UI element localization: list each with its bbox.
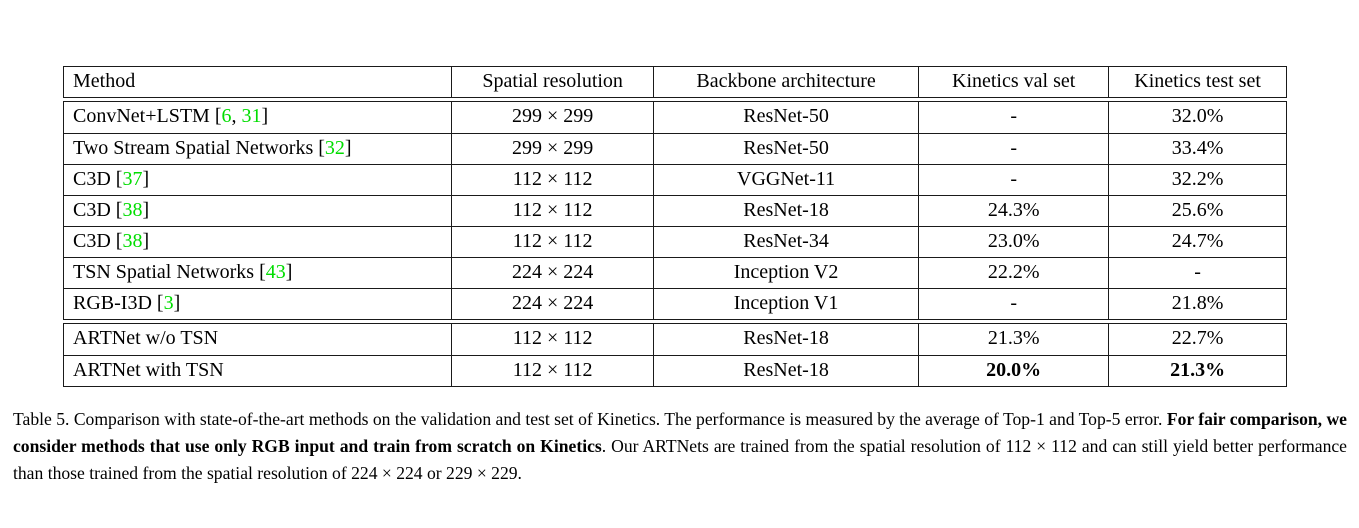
citation-link[interactable]: 31 [241,105,262,127]
kinetics-test-cell: 25.6% [1108,195,1286,226]
backbone-cell: Inception V1 [652,288,919,319]
kinetics-val-cell: 20.0% [918,355,1109,386]
caption-text-suffix: . Our ARTNets are trained from the spati… [13,436,1347,484]
kinetics-test-cell: 32.0% [1108,102,1286,133]
citation-link[interactable]: 38 [122,230,143,252]
kinetics-test-cell: 33.4% [1108,133,1286,164]
citation-link[interactable]: 37 [122,168,143,190]
citation-link[interactable]: 6 [221,105,232,127]
table-row-artnet: ARTNet with TSN 112 × 112 ResNet-18 20.0% 21… [64,355,1286,386]
spatial-resolution-cell: 299 × 299 [451,102,653,133]
backbone-cell: Inception V2 [652,257,919,288]
method-name: C3D [73,199,111,221]
spatial-resolution-cell: 112 × 112 [451,164,653,195]
spatial-resolution-cell: 224 × 224 [451,257,653,288]
caption-text-prefix: Table 5. Comparison with state-of-the-ar… [13,409,1167,429]
column-header: Spatial resolution [451,67,653,97]
table-body-block: ConvNet+LSTM [6, 31] 299 × 299 ResNet-50-3… [63,101,1287,320]
table-row-artnet: ARTNet w/o TSN 112 × 112 ResNet-18 21.3% 22.… [64,324,1286,355]
method-name: ARTNet w/o TSN [73,327,219,349]
kinetics-val-cell: 21.3% [918,324,1108,355]
kinetics-test-cell: 21.8% [1108,288,1286,319]
method-cell: ARTNet with TSN [64,355,452,386]
backbone-cell: ResNet-18 [652,195,919,226]
method-cell: C3D [37] [64,164,452,195]
backbone-cell: VGGNet-11 [652,164,919,195]
method-cell: ConvNet+LSTM [6, 31] [73,105,269,127]
method-name: C3D [73,230,111,252]
table-header-block: Method Spatial resolution Backbone archite… [63,66,1287,98]
citation-link[interactable]: 3 [163,292,174,314]
table-artnet-block: ARTNet w/o TSN 112 × 112 ResNet-18 21.3% 22.… [63,323,1287,387]
method-cell: C3D [38] [64,226,452,257]
table-row: C3D [37] 112 × 112 VGGNet-11-32.2% [64,164,1286,195]
method-cell: C3D [38] [64,195,452,226]
column-header: Kinetics test set [1108,67,1286,97]
caption-text-bold: For fair comparison, we consider methods… [13,409,1347,457]
spatial-resolution-cell: 299 × 299 [451,133,653,164]
spatial-resolution-cell: 112 × 112 [451,195,653,226]
table-row: C3D [38] 112 × 112 ResNet-34 23.0% 24.7% [64,226,1286,257]
table-row: C3D [38] 112 × 112 ResNet-18 24.3% 25.6% [64,195,1286,226]
backbone-cell: ResNet-18 [652,355,919,386]
spatial-resolution-cell: 112 × 112 [451,226,653,257]
method-name: RGB-I3D [73,292,152,314]
backbone-cell: ResNet-18 [652,324,918,355]
method-name: C3D [73,168,111,190]
kinetics-val-cell: 22.2% [918,257,1109,288]
kinetics-val-cell: 24.3% [918,195,1109,226]
method-cell: Two Stream Spatial Networks [32] [64,133,452,164]
kinetics-test-cell: 22.7% [1108,324,1286,355]
table-header-row: Method Spatial resolution Backbone archite… [64,67,1286,97]
kinetics-test-cell: 24.7% [1108,226,1286,257]
kinetics-test-cell: 32.2% [1108,164,1286,195]
table-row: Two Stream Spatial Networks [32] 299 × 29… [64,133,1286,164]
kinetics-test-cell: 21.3% [1108,355,1286,386]
results-table: Method Spatial resolution Backbone archite… [63,66,1287,387]
table-caption: Table 5. Comparison with state-of-the-ar… [13,406,1347,488]
method-cell: ARTNet w/o TSN [64,324,451,355]
citation-link[interactable]: 43 [265,261,286,283]
backbone-cell: ResNet-50 [652,133,919,164]
spatial-resolution-cell: 112 × 112 [451,355,653,386]
method-name: TSN Spatial Networks [73,261,255,283]
method-name: Two Stream Spatial Networks [73,137,314,159]
method-cell: RGB-I3D [3] [64,288,452,319]
column-header: Method [73,70,136,92]
citation-link[interactable]: 38 [122,199,143,221]
table-row: TSN Spatial Networks [43] 224 × 224 Incept… [64,257,1286,288]
kinetics-test-cell: - [1108,257,1286,288]
column-header: Backbone architecture [652,67,918,97]
kinetics-val-cell: - [918,288,1109,319]
kinetics-val-cell: - [918,133,1109,164]
spatial-resolution-cell: 112 × 112 [451,324,653,355]
spatial-resolution-cell: 224 × 224 [451,288,653,319]
method-name: ARTNet with TSN [73,359,224,381]
kinetics-val-cell: - [918,102,1108,133]
kinetics-val-cell: 23.0% [918,226,1109,257]
table-row: ConvNet+LSTM [6, 31] 299 × 299 ResNet-50-3… [64,102,1286,133]
column-header: Kinetics val set [918,67,1108,97]
citation-link[interactable]: 32 [324,137,345,159]
backbone-cell: ResNet-34 [652,226,919,257]
method-cell: TSN Spatial Networks [43] [64,257,452,288]
kinetics-val-cell: - [918,164,1109,195]
backbone-cell: ResNet-50 [652,102,918,133]
method-name: ConvNet+LSTM [73,105,210,127]
table-row: RGB-I3D [3] 224 × 224 Inception V1-21.8% [64,288,1286,319]
